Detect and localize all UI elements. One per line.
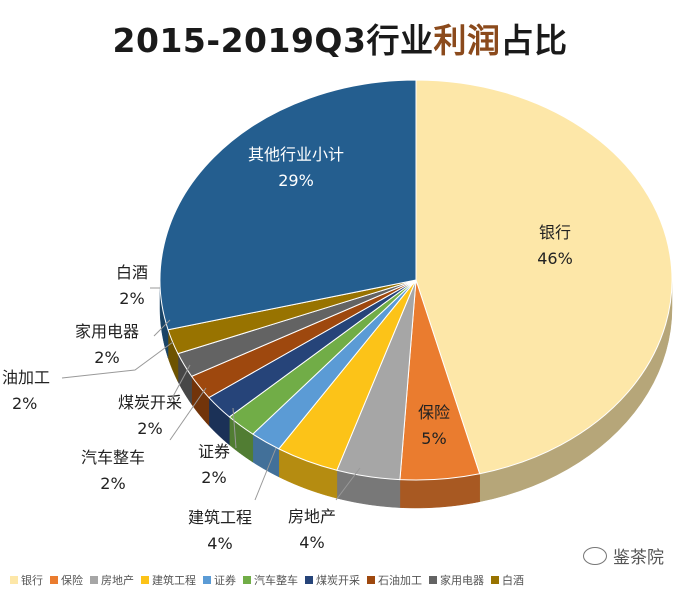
legend-label-8: 家用电器 — [440, 574, 484, 587]
legend-swatch-8 — [429, 576, 437, 584]
legend-item-8: 家用电器 — [429, 572, 484, 588]
chart-title: 2015-2019Q3行业利润占比 — [0, 14, 680, 62]
legend-label-5: 汽车整车 — [254, 574, 298, 587]
legend-item-6: 煤炭开采 — [305, 572, 360, 588]
leader-line-4 — [232, 407, 237, 449]
slice-value-5: 2% — [100, 474, 125, 493]
slice-value-2: 4% — [299, 533, 324, 552]
title-prefix: 2015-2019Q3行业 — [112, 21, 434, 60]
leader-line-6 — [169, 364, 191, 403]
legend-label-9: 白酒 — [502, 574, 524, 587]
slice-label-10: 其他行业小计 — [248, 145, 344, 164]
leader-line-2 — [335, 467, 361, 501]
slice-label-9: 白酒 — [116, 263, 148, 282]
legend-swatch-0 — [10, 576, 18, 584]
slice-label-0: 银行 — [539, 223, 571, 242]
legend-item-1: 保险 — [50, 572, 83, 588]
leader-line-3 — [254, 447, 277, 501]
legend-swatch-2 — [90, 576, 98, 584]
pie-chart: 银行 46% 保险 5% 房地产 4% 建筑工程 4% 证券 2% 汽车整车 2% 煤炭开采 2% 油加工 2… — [2, 79, 673, 553]
pie-labels: 银行 46% 保险 5% 房地产 4% 建筑工程 4% 证券 2% 汽车整车 2% 煤炭开采 2% 油加工 2… — [2, 145, 573, 553]
legend-item-7: 石油加工 — [367, 572, 422, 588]
legend-label-4: 证券 — [214, 574, 236, 587]
legend-item-5: 汽车整车 — [243, 572, 298, 588]
legend-swatch-4 — [203, 576, 211, 584]
slice-label-7: 油加工 — [2, 368, 50, 387]
slice-label-3: 建筑工程 — [188, 508, 252, 527]
watermark: 鉴茶院 — [583, 543, 664, 568]
slice-value-8: 2% — [94, 348, 119, 367]
leader-line-7 — [61, 341, 174, 379]
legend-swatch-7 — [367, 576, 375, 584]
watermark-text: 鉴茶院 — [613, 548, 664, 568]
title-suffix: 占比 — [500, 21, 568, 60]
legend-swatch-9 — [491, 576, 499, 584]
legend-item-9: 白酒 — [491, 572, 524, 588]
legend-item-0: 银行 — [10, 572, 43, 588]
slice-label-6: 煤炭开采 — [118, 393, 182, 412]
pie-slice-10 — [159, 79, 417, 331]
pie-side-walls — [159, 279, 673, 509]
leader-line-5 — [169, 387, 207, 441]
pie-slice-0 — [415, 79, 673, 475]
slice-label-4: 证券 — [198, 442, 230, 461]
legend-label-2: 房地产 — [101, 574, 134, 587]
slice-value-10: 29% — [278, 171, 314, 190]
slice-value-9: 2% — [119, 289, 144, 308]
slice-value-6: 2% — [137, 419, 162, 438]
slice-label-5: 汽车整车 — [81, 448, 145, 467]
slice-label-8: 家用电器 — [75, 322, 139, 341]
legend-item-2: 房地产 — [90, 572, 134, 588]
legend-swatch-1 — [50, 576, 58, 584]
title-highlight: 利润 — [433, 21, 501, 60]
pie-slices — [159, 79, 673, 481]
wechat-icon — [583, 546, 607, 565]
legend-swatch-6 — [305, 576, 313, 584]
slice-label-1: 保险 — [418, 403, 450, 422]
legend-label-7: 石油加工 — [378, 574, 422, 587]
legend-item-3: 建筑工程 — [141, 572, 196, 588]
slice-value-7: 2% — [12, 394, 37, 413]
leader-line-8 — [153, 319, 171, 337]
chart-legend: 银行 保险 房地产 建筑工程 证券 汽车整车 煤炭开采 石油加工 家用电器 白酒 — [10, 570, 531, 590]
legend-label-6: 煤炭开采 — [316, 574, 360, 587]
legend-swatch-3 — [141, 576, 149, 584]
legend-swatch-5 — [243, 576, 251, 584]
slice-value-0: 46% — [537, 249, 573, 268]
legend-item-4: 证券 — [203, 572, 236, 588]
legend-label-3: 建筑工程 — [152, 574, 196, 587]
slice-value-3: 4% — [207, 534, 232, 553]
legend-label-1: 保险 — [61, 574, 83, 587]
legend-label-0: 银行 — [21, 574, 43, 587]
slice-value-4: 2% — [201, 468, 226, 487]
slice-value-1: 5% — [421, 429, 446, 448]
slice-label-2: 房地产 — [288, 507, 336, 526]
